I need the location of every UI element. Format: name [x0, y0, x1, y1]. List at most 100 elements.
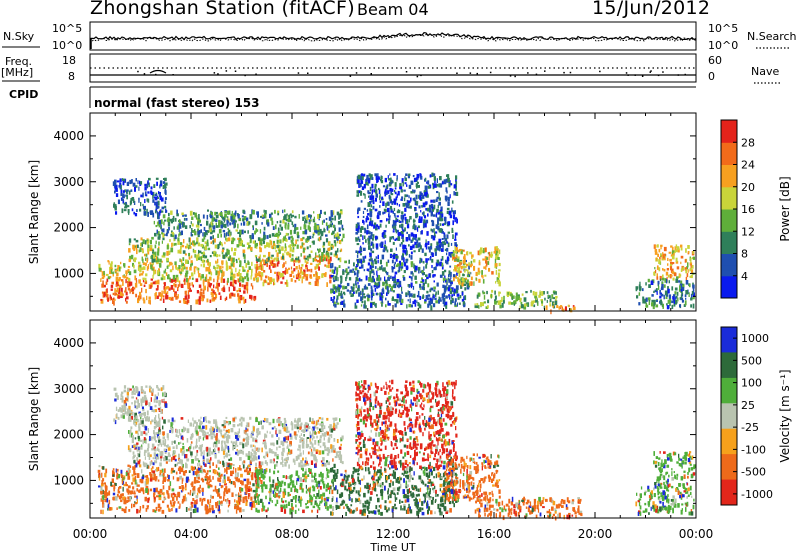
power-cell	[427, 294, 431, 297]
velocity-cell	[251, 475, 254, 481]
power-cell	[390, 199, 392, 204]
power-cell	[482, 291, 486, 295]
power-cell	[392, 230, 395, 233]
power-cell	[370, 277, 372, 283]
power-cell	[360, 173, 364, 176]
power-cell	[150, 191, 154, 196]
power-cell	[255, 246, 258, 249]
power-cell	[400, 215, 404, 220]
power-cell	[375, 256, 378, 259]
power-cell	[380, 295, 384, 299]
power-cell	[313, 274, 315, 277]
power-cell	[172, 265, 174, 271]
power-cell	[255, 256, 257, 261]
power-cell	[159, 180, 163, 186]
power-cell	[424, 185, 428, 191]
power-cell	[146, 258, 148, 263]
power-cell	[294, 223, 297, 228]
velocity-cell	[311, 437, 314, 441]
power-cell	[98, 263, 101, 269]
freq-point	[599, 70, 601, 73]
power-cell	[454, 232, 458, 236]
power-cell	[430, 235, 434, 239]
power-cell	[263, 231, 266, 236]
power-ytick-label: 4000	[53, 129, 84, 143]
velocity-cell	[125, 481, 127, 486]
velocity-cell	[122, 486, 124, 492]
velocity-cell	[249, 502, 253, 507]
power-cell	[335, 235, 339, 240]
power-cell	[128, 281, 131, 287]
freq-point	[456, 72, 458, 74]
power-cell	[266, 220, 268, 225]
power-cell	[445, 178, 449, 183]
power-cell	[139, 247, 142, 253]
power-cell	[214, 291, 217, 295]
power-cell	[381, 298, 383, 304]
power-cell	[432, 182, 434, 186]
power-cell	[369, 186, 372, 192]
power-cell	[248, 244, 251, 249]
velocity-cell	[256, 483, 259, 487]
power-cell	[279, 220, 282, 224]
power-colorbar-segment	[721, 147, 737, 154]
power-cell	[419, 174, 422, 177]
power-cell	[685, 297, 687, 300]
power-cell	[237, 295, 241, 301]
power-cell	[206, 267, 209, 272]
velocity-cell	[224, 468, 226, 473]
power-cell	[462, 301, 465, 306]
power-cell	[189, 241, 192, 245]
power-cell	[404, 182, 407, 185]
power-cell	[181, 244, 185, 248]
power-cell	[389, 238, 391, 243]
velocity-cell	[146, 505, 149, 510]
velocity-cell	[286, 456, 289, 461]
power-cell	[395, 237, 399, 241]
power-cell	[291, 249, 295, 253]
power-cell	[147, 250, 150, 255]
power-cell	[169, 239, 171, 242]
power-cell	[139, 180, 141, 184]
power-cell	[480, 302, 482, 307]
power-cell	[164, 183, 167, 188]
power-cell	[453, 215, 455, 220]
power-cell	[110, 284, 114, 288]
power-cell	[194, 229, 196, 233]
power-cell	[130, 189, 133, 192]
power-cell	[142, 203, 144, 207]
power-cell	[448, 182, 451, 188]
velocity-cell	[204, 432, 207, 436]
power-cell	[437, 290, 439, 295]
power-cell	[305, 274, 308, 277]
power-cell	[182, 214, 185, 217]
power-cell	[372, 302, 375, 305]
velocity-cell	[255, 456, 258, 461]
power-cell	[326, 250, 329, 254]
power-cell	[267, 276, 270, 281]
power-cell	[138, 249, 140, 253]
power-cell	[659, 278, 662, 282]
power-cell	[689, 275, 692, 278]
power-cell	[425, 219, 429, 224]
power-cell	[382, 289, 385, 294]
power-cell	[444, 269, 447, 273]
power-cell	[356, 254, 359, 258]
power-cell	[402, 275, 405, 278]
power-cell	[408, 173, 411, 177]
power-cell	[188, 247, 190, 250]
power-cell	[443, 287, 447, 293]
power-cell	[249, 214, 253, 219]
power-cell	[443, 242, 447, 246]
power-cell	[336, 286, 339, 291]
freq-point	[297, 72, 300, 74]
velocity-cell	[319, 500, 322, 504]
power-cell	[128, 259, 131, 263]
velocity-cell	[255, 473, 258, 477]
power-cell	[659, 295, 662, 299]
power-cell	[214, 296, 217, 300]
power-cell	[329, 241, 331, 247]
power-cell	[372, 200, 375, 205]
power-cell	[414, 302, 417, 307]
power-cell	[160, 226, 162, 230]
